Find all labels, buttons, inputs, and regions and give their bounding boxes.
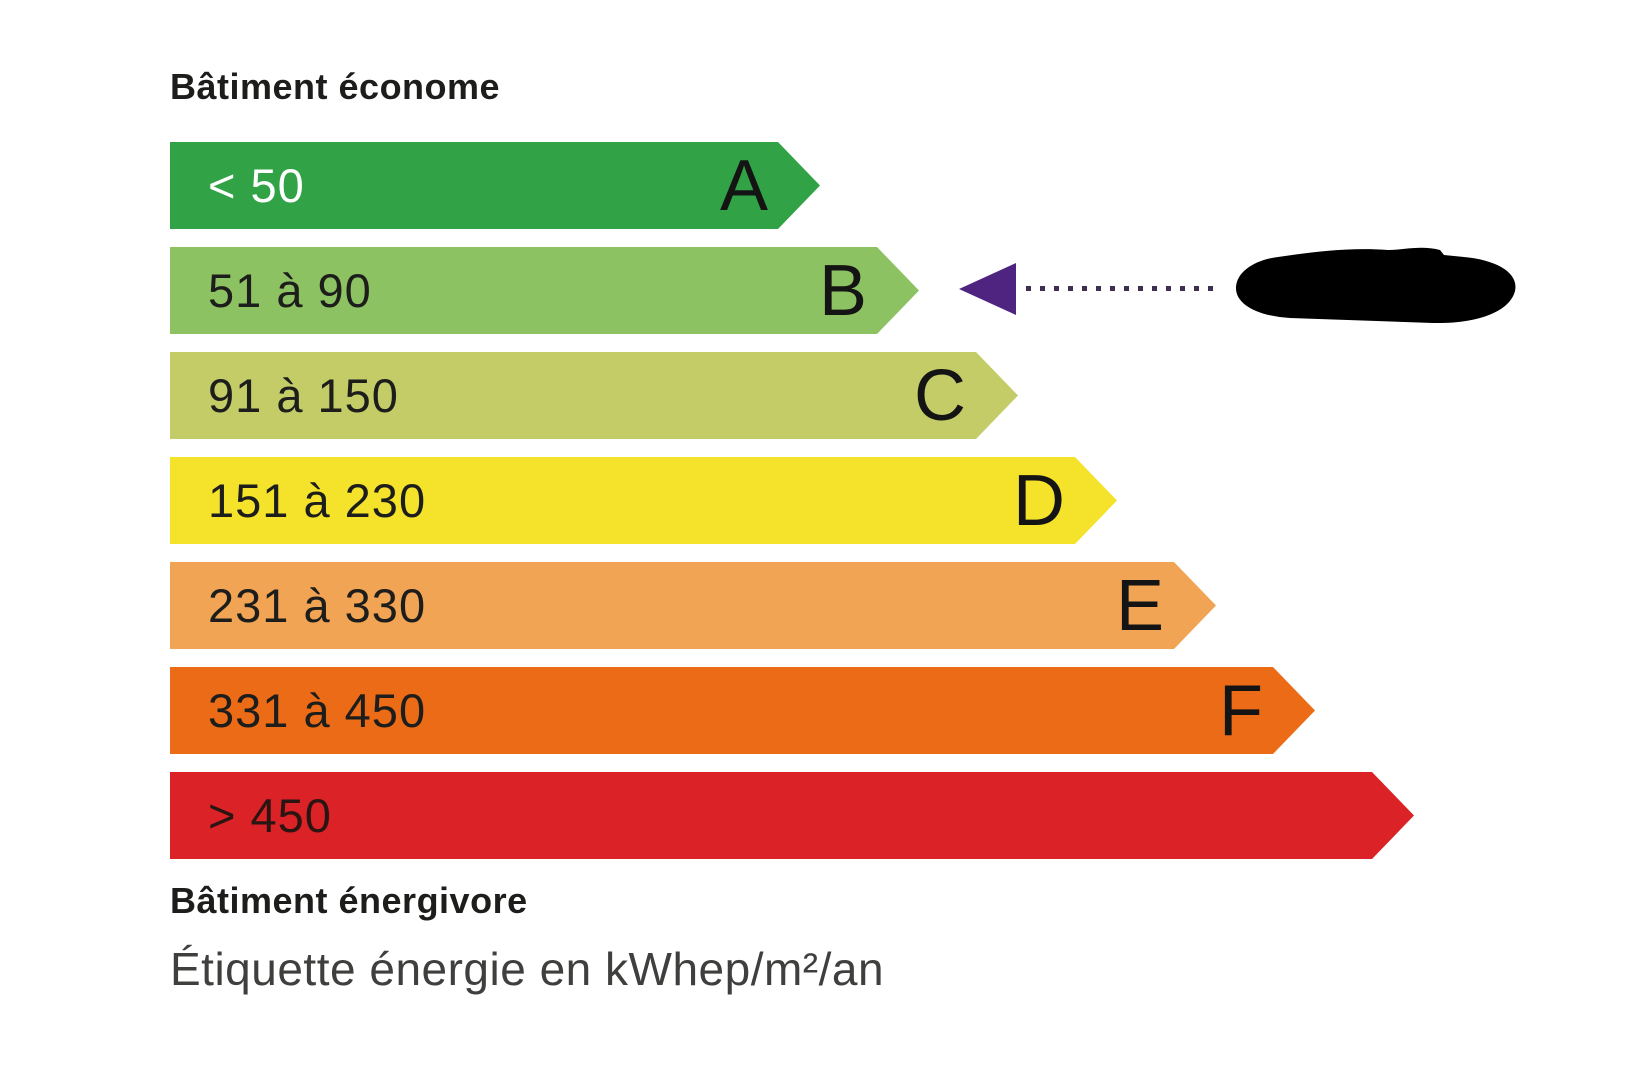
- energy-range-label-b: 51 à 90: [208, 264, 372, 317]
- energy-class-bar-d: 151 à 230 D: [170, 457, 1117, 544]
- economical-building-label: Bâtiment économe: [170, 66, 501, 107]
- energy-class-letter-f: F: [1219, 670, 1263, 751]
- energy-intensive-building-label: Bâtiment énergivore: [170, 880, 528, 921]
- energy-class-letter-c: C: [914, 355, 966, 436]
- energy-range-label-c: 91 à 150: [208, 369, 399, 422]
- dotted-connector-line: [1026, 286, 1222, 291]
- energy-range-label-a: < 50: [208, 159, 305, 212]
- energy-range-label-d: 151 à 230: [208, 474, 427, 527]
- energy-class-letter-a: A: [719, 145, 768, 226]
- energy-class-letter-e: E: [1115, 565, 1164, 646]
- selected-class-arrow-left-icon: [959, 263, 1016, 315]
- energy-class-bar-c: 91 à 150 C: [170, 352, 1018, 439]
- energy-range-label-g: > 450: [208, 789, 332, 842]
- energy-class-letter-d: D: [1013, 460, 1065, 541]
- energy-label-caption: Étiquette énergie en kWhep/m²/an: [170, 943, 885, 995]
- energy-class-bar-g: > 450: [170, 772, 1414, 859]
- energy-class-bar-e: 231 à 330 E: [170, 562, 1216, 649]
- energy-class-letter-b: B: [818, 250, 867, 331]
- energy-class-bar-f: 331 à 450 F: [170, 667, 1315, 754]
- energy-class-bar-b: 51 à 90 B: [170, 247, 919, 334]
- energy-range-label-e: 231 à 330: [208, 579, 427, 632]
- energy-range-label-f: 331 à 450: [208, 684, 427, 737]
- redacted-value-blob: [1235, 247, 1516, 324]
- energy-class-bar-a: < 50 A: [170, 142, 820, 229]
